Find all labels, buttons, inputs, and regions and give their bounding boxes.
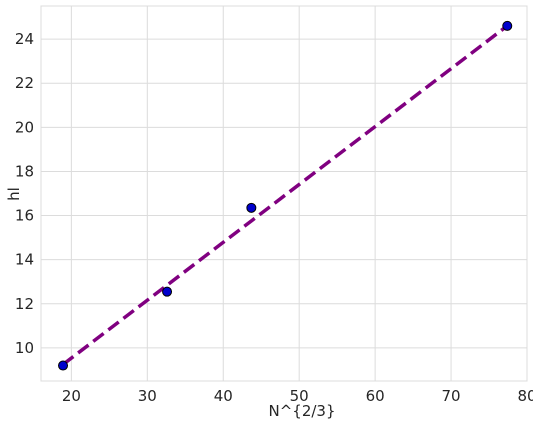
x-tick-label: 20 bbox=[62, 387, 81, 405]
y-tick-label: 18 bbox=[15, 162, 34, 180]
y-axis-label: hl bbox=[5, 187, 23, 201]
grid bbox=[41, 6, 528, 381]
y-tick-label: 14 bbox=[15, 251, 34, 269]
fit-line bbox=[61, 24, 509, 366]
y-tick-label: 12 bbox=[15, 295, 34, 313]
data-layer bbox=[58, 20, 513, 371]
x-tick-label: 40 bbox=[214, 387, 233, 405]
y-tick-label: 20 bbox=[15, 118, 34, 136]
plot-frame bbox=[40, 5, 528, 382]
y-tick-label: 10 bbox=[15, 339, 34, 357]
y-tick-label: 22 bbox=[15, 74, 34, 92]
x-tick-label: 80 bbox=[517, 387, 533, 405]
data-point bbox=[162, 286, 173, 297]
x-tick-label: 50 bbox=[290, 387, 309, 405]
axes bbox=[40, 5, 528, 382]
y-tick-label: 16 bbox=[15, 207, 34, 225]
x-axis-label: N^{2/3} bbox=[268, 402, 335, 420]
y-tick-label: 24 bbox=[15, 30, 34, 48]
plot-area bbox=[41, 6, 527, 381]
x-tick-label: 60 bbox=[366, 387, 385, 405]
tick-labels: 20 30 40 50 60 70 80 10 12 14 16 18 20 22 24 bbox=[15, 30, 533, 405]
x-tick-label: 30 bbox=[138, 387, 157, 405]
data-point bbox=[246, 202, 257, 213]
data-point bbox=[502, 20, 513, 31]
data-point bbox=[58, 360, 69, 371]
x-tick-label: 70 bbox=[442, 387, 461, 405]
